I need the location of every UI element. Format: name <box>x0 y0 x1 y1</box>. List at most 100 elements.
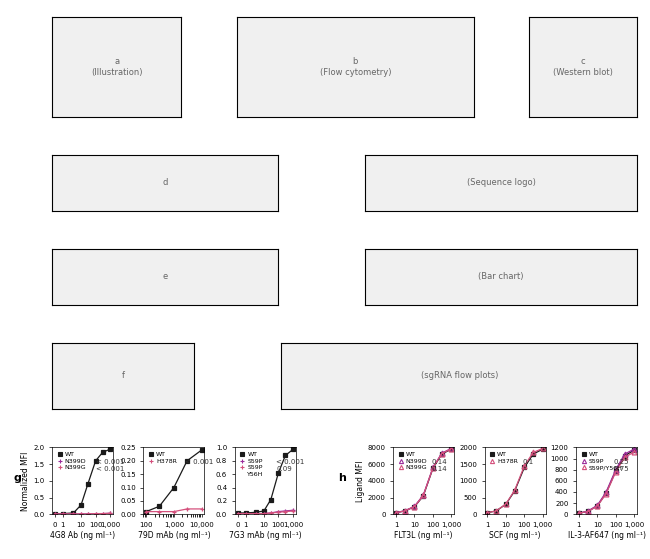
S59P <box>267 510 275 517</box>
Y-axis label: Ligand MFI: Ligand MFI <box>356 460 365 501</box>
S59P <box>242 510 250 517</box>
WT <box>198 447 205 453</box>
Legend: WT, H378R: WT, H378R <box>146 451 178 465</box>
WT <box>70 510 77 517</box>
WT <box>529 451 537 457</box>
WT <box>84 480 92 487</box>
X-axis label: 4G8 Ab (ng ml⁻¹): 4G8 Ab (ng ml⁻¹) <box>50 530 115 539</box>
N399D <box>447 445 455 452</box>
S59P <box>252 510 260 517</box>
WT <box>77 501 85 508</box>
S59P <box>612 466 619 473</box>
N399D <box>77 510 85 517</box>
Text: 0.09: 0.09 <box>276 466 292 472</box>
S59P <box>602 489 610 495</box>
WT <box>484 509 491 516</box>
WT <box>99 449 107 456</box>
WT <box>593 503 601 509</box>
S59P <box>260 510 268 517</box>
Text: 0.75: 0.75 <box>614 466 629 472</box>
WT <box>411 504 419 510</box>
Text: (Bar chart): (Bar chart) <box>478 272 524 281</box>
Line: WT: WT <box>485 447 545 515</box>
Text: < 0.001: < 0.001 <box>185 459 213 465</box>
WT <box>106 446 114 452</box>
WT <box>630 447 638 453</box>
S59P <box>281 508 289 514</box>
Line: H378R: H378R <box>485 446 545 515</box>
N399G <box>106 510 114 517</box>
N399G <box>51 510 58 517</box>
S59P <box>234 510 242 517</box>
Text: 0.14: 0.14 <box>431 459 447 465</box>
WT <box>59 510 67 517</box>
Text: 0.14: 0.14 <box>431 466 447 472</box>
Text: e: e <box>162 272 168 281</box>
WT <box>289 446 297 453</box>
N399D <box>106 510 114 517</box>
X-axis label: 79D mAb (ng ml⁻¹): 79D mAb (ng ml⁻¹) <box>138 530 210 539</box>
Text: 0.25: 0.25 <box>614 459 629 465</box>
WT <box>602 490 610 496</box>
WT <box>267 496 275 503</box>
WT <box>242 510 250 517</box>
H378R <box>529 449 537 456</box>
Text: (sgRNA flow plots): (sgRNA flow plots) <box>421 372 498 381</box>
Text: h: h <box>338 473 346 483</box>
X-axis label: FLT3L (ng ml⁻¹): FLT3L (ng ml⁻¹) <box>395 530 453 539</box>
S59P <box>260 510 268 517</box>
WT <box>521 464 528 471</box>
Line: S59P: S59P <box>577 447 636 515</box>
S59P/Y56H <box>602 490 610 497</box>
Line: WT: WT <box>235 447 295 515</box>
WT <box>260 508 268 514</box>
Line: H378R: H378R <box>144 506 204 514</box>
S59P <box>621 451 629 457</box>
WT <box>92 457 99 464</box>
N399D <box>411 503 419 510</box>
WT <box>155 503 163 510</box>
H378R <box>198 505 205 512</box>
Line: N399D: N399D <box>394 446 454 515</box>
WT <box>447 446 455 452</box>
N399G <box>447 446 455 452</box>
Line: S59P: S59P <box>235 509 295 516</box>
WT <box>438 451 446 457</box>
H378R <box>492 508 500 514</box>
N399G <box>392 509 400 516</box>
N399G <box>70 510 77 517</box>
S59P/Y56H <box>593 503 601 510</box>
Legend: WT, N399D, N399G: WT, N399D, N399G <box>55 451 87 472</box>
Text: c
(Western blot): c (Western blot) <box>553 57 613 77</box>
H378R <box>183 505 191 512</box>
Line: S59P: S59P <box>235 508 295 516</box>
WT <box>584 508 592 515</box>
N399D <box>51 510 58 517</box>
S59P <box>289 508 297 514</box>
Text: (Sequence logo): (Sequence logo) <box>467 178 536 187</box>
N399G <box>411 503 419 510</box>
Text: g: g <box>13 473 21 483</box>
S59P <box>575 510 583 517</box>
N399G <box>99 510 107 517</box>
Line: N399D: N399D <box>53 511 112 517</box>
Text: a
(Illustration): a (Illustration) <box>91 57 142 77</box>
Text: < 0.001: < 0.001 <box>276 459 305 465</box>
N399D <box>438 450 446 457</box>
Legend: WT, S59P, S59P/Y56H: WT, S59P, S59P/Y56H <box>579 451 624 472</box>
S59P/Y56H <box>612 468 619 475</box>
WT <box>539 446 547 452</box>
S59P <box>630 446 638 452</box>
S59P <box>584 508 592 515</box>
H378R <box>511 487 519 494</box>
WT <box>170 484 178 491</box>
N399G <box>92 510 99 517</box>
Text: < 0.001: < 0.001 <box>96 466 124 472</box>
H378R <box>484 509 491 516</box>
N399D <box>59 510 67 517</box>
Line: WT: WT <box>394 447 454 515</box>
WT <box>575 510 583 517</box>
S59P/Y56H <box>575 510 583 517</box>
WT <box>429 465 437 472</box>
WT <box>183 457 191 464</box>
